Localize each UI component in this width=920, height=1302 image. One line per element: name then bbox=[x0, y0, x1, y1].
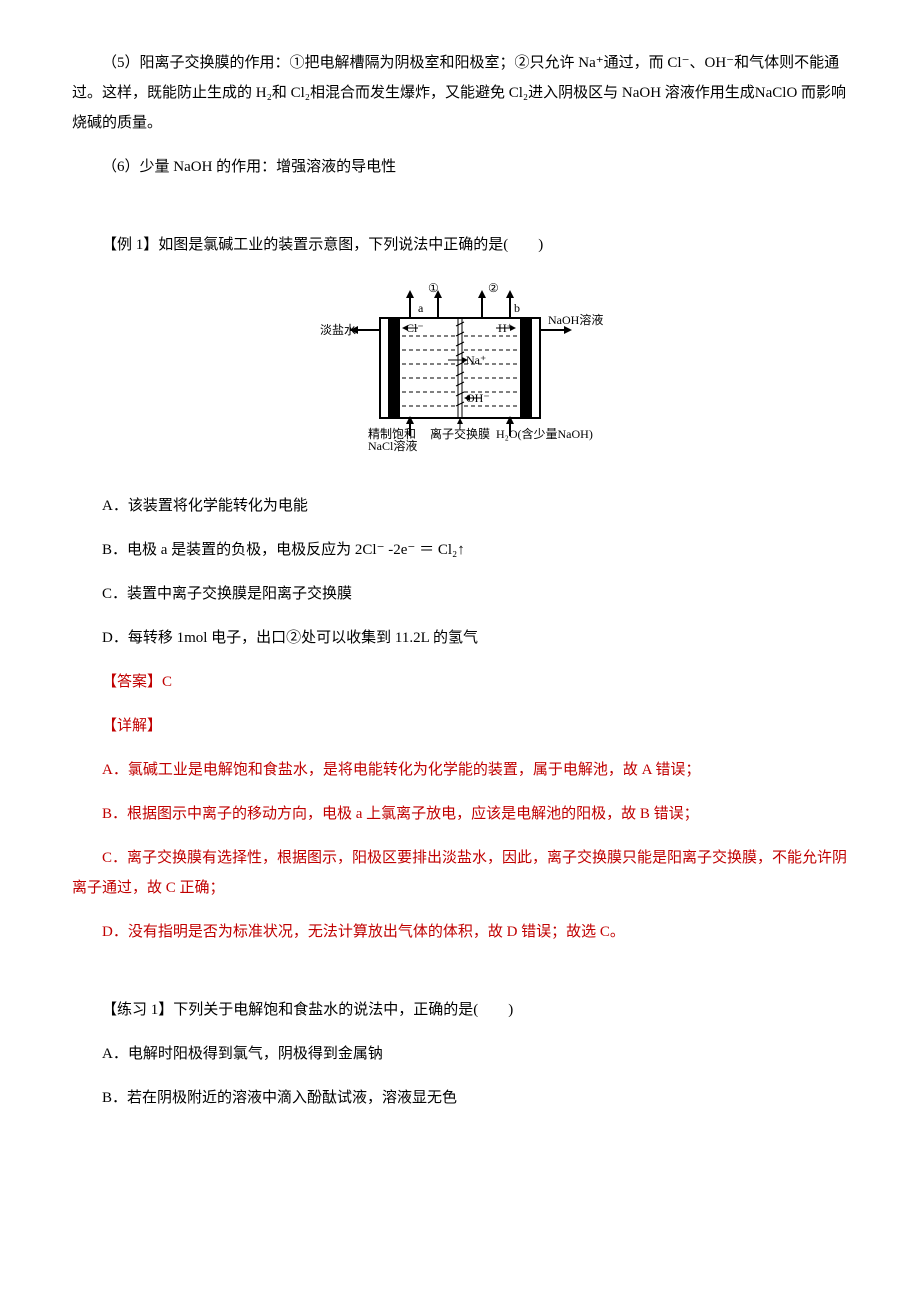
label-b: b bbox=[514, 301, 520, 315]
detail-d: D．没有指明是否为标准状况，无法计算放出气体的体积，故 D 错误；故选 C。 bbox=[72, 917, 848, 947]
example1-option-b: B．电极 a 是装置的负极，电极反应为 2Cl⁻ -2e⁻ ＝ Cl₂↑ bbox=[72, 535, 848, 565]
label-bottom-left2: NaCl溶液 bbox=[368, 438, 417, 453]
example1-option-a: A．该装置将化学能转化为电能 bbox=[72, 491, 848, 521]
detail-c: C．离子交换膜有选择性，根据图示，阳极区要排出淡盐水，因此，离子交换膜只能是阳离… bbox=[72, 843, 848, 903]
label-bottom-right: H₂O(含少量NaOH) bbox=[496, 426, 593, 441]
label-left-in: 淡盐水 bbox=[320, 323, 356, 337]
practice1-option-a: A．电解时阳极得到氯气，阴极得到金属钠 bbox=[72, 1039, 848, 1069]
label-circled2: ② bbox=[488, 281, 499, 295]
example1-title: 【例 1】如图是氯碱工业的装置示意图，下列说法中正确的是( ) bbox=[72, 230, 848, 260]
practice1-title: 【练习 1】下列关于电解饱和食盐水的说法中，正确的是( ) bbox=[72, 995, 848, 1025]
example1-option-c: C．装置中离子交换膜是阳离子交换膜 bbox=[72, 579, 848, 609]
paragraph-5: （5）阳离子交换膜的作用：①把电解槽隔为阴极室和阳极室；②只允许 Na⁺通过，而… bbox=[72, 48, 848, 138]
label-right-out: NaOH溶液 bbox=[548, 312, 603, 327]
detail-a: A．氯碱工业是电解饱和食盐水，是将电能转化为化学能的装置，属于电解池，故 A 错… bbox=[72, 755, 848, 785]
detail-label: 【详解】 bbox=[72, 711, 848, 741]
label-na: Na⁺ bbox=[466, 353, 486, 367]
practice1-option-b: B．若在阴极附近的溶液中滴入酚酞试液，溶液显无色 bbox=[72, 1083, 848, 1113]
example1-option-d: D．每转移 1mol 电子，出口②处可以收集到 11.2L 的氢气 bbox=[72, 623, 848, 653]
answer-label: 【答案】C bbox=[72, 667, 848, 697]
detail-b: B．根据图示中离子的移动方向，电极 a 上氯离子放电，应该是电解池的阳极，故 B… bbox=[72, 799, 848, 829]
example1-diagram: ① a ② b 淡盐水 NaOH溶液 Cl⁻ H⁺ Na⁺ OH⁻ bbox=[72, 278, 848, 469]
paragraph-6: （6）少量 NaOH 的作用：增强溶液的导电性 bbox=[72, 152, 848, 182]
label-a: a bbox=[418, 301, 424, 315]
label-bottom-mid: 离子交换膜 bbox=[430, 426, 490, 441]
label-circled1: ① bbox=[428, 281, 439, 295]
